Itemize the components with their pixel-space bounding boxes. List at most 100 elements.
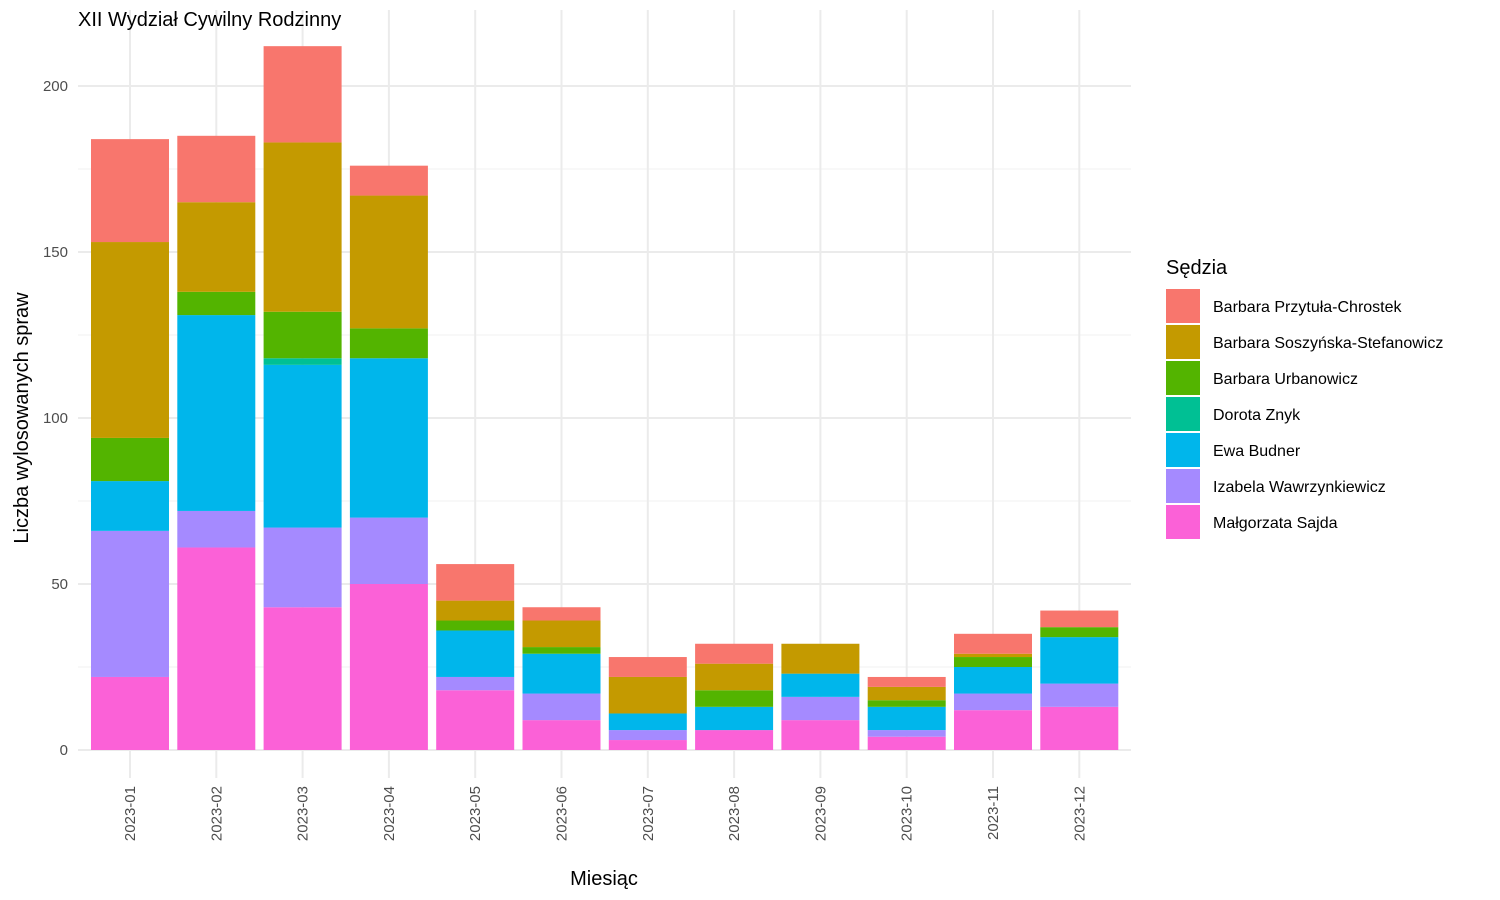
bar-segment [695, 663, 774, 691]
legend-swatch [1166, 433, 1200, 467]
bar-segment [522, 647, 601, 654]
bar-segment [263, 527, 342, 608]
x-axis-title: Miesiąc [570, 868, 638, 890]
bar-segment [867, 700, 946, 707]
bar-segment [954, 653, 1032, 658]
bar-segment [954, 633, 1032, 654]
bar-segment [522, 693, 601, 721]
bars [91, 46, 1119, 750]
bar-segment [1040, 610, 1119, 628]
legend-label: Ewa Budner [1213, 443, 1301, 460]
bar-segment [1040, 627, 1119, 638]
x-tick-label: 2023-02 [208, 786, 225, 841]
legend-swatch [1166, 469, 1200, 503]
legend-swatch [1166, 289, 1200, 323]
y-tick-label: 200 [43, 78, 68, 95]
legend-swatch [1166, 361, 1200, 395]
chart-title: XII Wydział Cywilny Rodzinny [78, 9, 341, 31]
bar-segment [177, 547, 256, 750]
x-tick-label: 2023-05 [467, 786, 484, 841]
bar-segment [91, 530, 169, 677]
bar-segment [436, 690, 515, 750]
bar-segment [436, 630, 515, 677]
bar-segment [91, 437, 169, 482]
legend-label: Dorota Znyk [1213, 407, 1301, 424]
bar-segment [349, 584, 428, 750]
bar-segment [177, 510, 256, 548]
legend-swatch [1166, 325, 1200, 359]
x-tick-label: 2023-06 [554, 786, 571, 841]
bar-segment [867, 736, 946, 750]
bar-segment [349, 328, 428, 359]
bar-segment [867, 706, 946, 731]
bar-segment [91, 242, 169, 438]
bar-segment [436, 564, 515, 601]
bar-segment [349, 195, 428, 329]
bar-segment [263, 358, 342, 365]
bar-segment [608, 713, 687, 731]
y-tick-label: 150 [43, 244, 68, 261]
bar-segment [608, 730, 687, 741]
x-tick-label: 2023-04 [381, 786, 398, 841]
bar-segment [781, 696, 860, 721]
bar-segment [695, 706, 774, 731]
x-tick-label: 2023-11 [985, 786, 1002, 840]
bar-segment [1040, 637, 1119, 684]
legend-label: Małgorzata Sajda [1213, 515, 1338, 532]
y-axis-ticks: 0 50 100 150 200 [43, 78, 68, 759]
bar-segment [522, 653, 601, 694]
legend-label: Barbara Przytuła-Chrostek [1213, 299, 1403, 316]
bar-segment [608, 657, 687, 677]
legend-label: Barbara Urbanowicz [1213, 371, 1358, 388]
x-tick-label: 2023-09 [812, 786, 829, 841]
bar-segment [954, 657, 1032, 667]
bar-segment [436, 620, 515, 631]
x-axis-ticks: 2023-01 2023-02 2023-03 2023-04 2023-05 2023-… [122, 786, 1088, 841]
y-tick-label: 50 [51, 576, 68, 593]
bar-segment [954, 710, 1032, 750]
bar-segment [91, 481, 169, 531]
bar-segment [608, 740, 687, 750]
bar-segment [349, 517, 428, 584]
x-tick-label: 2023-10 [899, 786, 916, 841]
bar-segment [436, 600, 515, 621]
x-tick-label: 2023-07 [640, 786, 657, 841]
bar-segment [263, 142, 342, 312]
x-tick-label: 2023-08 [726, 786, 743, 841]
bar-segment [522, 720, 601, 750]
bar-segment [1040, 706, 1119, 750]
bar-segment [1040, 683, 1119, 707]
bar-segment [436, 676, 515, 691]
bar-segment [263, 364, 342, 528]
bar-segment [781, 673, 860, 697]
bar-segment [263, 311, 342, 359]
bar-segment [954, 693, 1032, 711]
bar-segment [177, 315, 256, 511]
bar-segment [522, 620, 601, 648]
bar-segment [954, 667, 1032, 694]
bar-segment [349, 358, 428, 518]
bar-segment [867, 686, 946, 701]
bar-segment [263, 46, 342, 143]
legend-title: Sędzia [1166, 257, 1228, 279]
legend: Sędzia Barbara Przytuła-Chrostek Barbara … [1166, 257, 1443, 539]
bar-segment [608, 676, 687, 714]
x-tick-label: 2023-03 [295, 786, 312, 841]
x-tick-label: 2023-12 [1071, 786, 1088, 841]
bar-segment [867, 730, 946, 737]
y-tick-label: 100 [43, 410, 68, 427]
bar-segment [91, 676, 169, 750]
bar-segment [781, 643, 860, 674]
bar-segment [781, 720, 860, 750]
bar-segment [177, 202, 256, 292]
y-tick-label: 0 [60, 742, 68, 759]
bar-segment [91, 139, 169, 243]
y-axis-title: Liczba wylosowanych spraw [11, 292, 33, 544]
bar-segment [695, 730, 774, 750]
bar-segment [867, 676, 946, 687]
bar-segment [177, 291, 256, 316]
bar-segment [695, 643, 774, 664]
bar-segment [695, 690, 774, 707]
bar-segment [522, 607, 601, 621]
